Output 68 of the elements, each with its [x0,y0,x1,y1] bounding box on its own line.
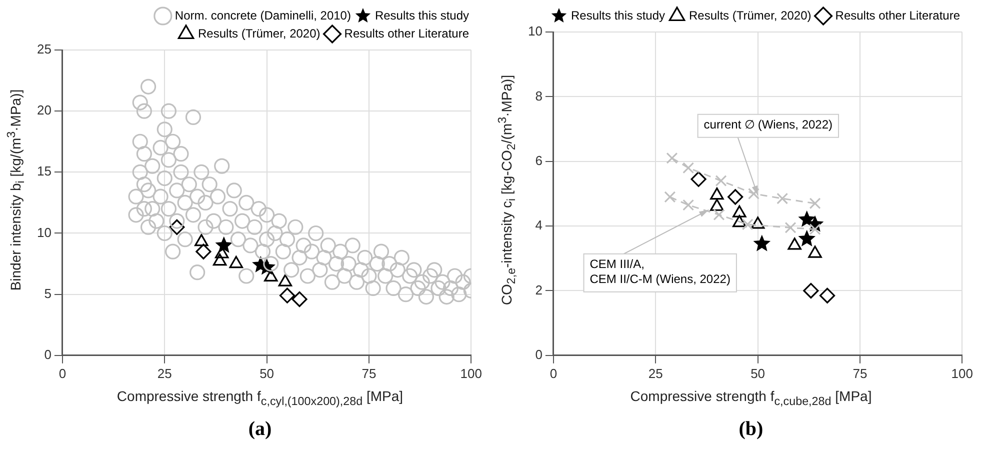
x-tick-label: 0 [550,366,558,381]
x-axis-title: Compressive strength f$_{c,cube,28d}$ [MPa] [629,388,873,408]
point [803,282,819,299]
point [194,234,208,246]
text: (b) [738,418,764,441]
point [682,162,694,174]
point [742,218,754,230]
y-tick-label: 6 [535,152,542,168]
x-tick-label: 0 [58,366,66,381]
x-axis-title: Compressive strength f$_{c,cyl,(100x200),28d}$ [MPa] [116,388,404,408]
point [819,288,836,304]
point [215,236,233,253]
point [809,198,821,210]
point [748,188,760,200]
x-tick-label: 100 [460,366,482,381]
x-tick-label: 75 [362,366,376,381]
y-tick-label: 15 [36,164,52,179]
point [229,256,244,268]
point [710,198,724,211]
point [808,246,822,258]
legend-label: Results other Literature [835,8,960,22]
point [753,234,771,252]
y-tick-label: 0 [535,346,542,362]
y-tick-label: 20 [36,102,52,118]
point [715,175,727,187]
point [664,191,676,203]
point [784,222,796,234]
y-tick-label: 5 [44,286,52,301]
x-tick-label: 100 [951,366,974,381]
point [690,171,706,187]
legend-label: Norm. concrete (Daminelli, 2010) [174,8,351,22]
point [212,254,227,266]
point [798,230,816,246]
point [788,238,802,250]
y-tick-label: 4 [535,218,542,233]
x-tick-label: 75 [852,366,868,381]
point [732,205,746,218]
legend-label: Results other Literature [344,26,470,40]
annotation: CEM III/A, CEM II/C-M (Wiens, 2022) [590,257,730,286]
point [264,269,278,282]
y-tick-label: 25 [36,42,52,57]
legend-label: Results this study [374,8,470,22]
legend-label: Results (Trümer, 2020) [689,8,812,22]
x-tick-label: 25 [157,366,172,381]
x-tick-label: 25 [648,366,663,381]
point [682,199,694,211]
point [666,152,678,164]
y-tick-label: 8 [535,88,542,104]
legend-label: Results this study [570,8,666,22]
point [196,244,212,260]
point [278,274,292,286]
point [750,216,765,229]
y-tick-label: 10 [36,224,52,240]
annotation: current ∅ (Wiens, 2022) [704,118,833,132]
x-tick-label: 50 [750,366,766,381]
y-tick-label: 0 [44,346,52,362]
point [710,188,724,200]
point [292,291,308,308]
y-tick-label: 10 [528,24,542,39]
text: (a) [247,418,273,441]
legend-label: Results (Trümer, 2020) [198,26,320,40]
point [732,215,746,228]
point [728,189,744,205]
x-tick-label: 50 [260,366,274,381]
y-tick-label: 2 [535,282,542,298]
point [776,192,788,204]
point [713,208,725,220]
point [279,288,296,304]
